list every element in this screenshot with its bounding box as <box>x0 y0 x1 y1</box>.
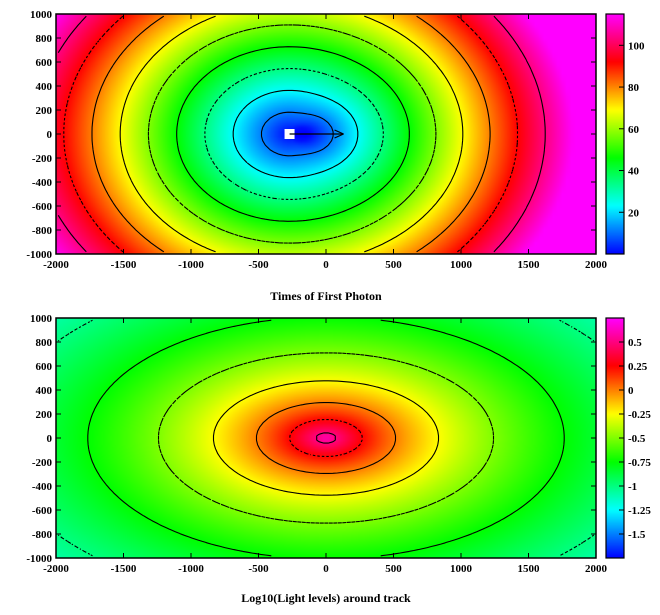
title-light: Log10(Light levels) around track <box>241 591 411 605</box>
x-tick-label: 1500 <box>518 259 541 271</box>
colorbar-tick-label: 100 <box>628 40 645 52</box>
y-tick-label: -1000 <box>26 249 52 261</box>
contour-line <box>91 15 491 253</box>
colorbar-tick-label: 80 <box>628 82 640 94</box>
y-tick-label: 200 <box>36 409 53 421</box>
track-arrow-head <box>334 129 344 139</box>
colorbar-tick-label: 40 <box>628 166 640 178</box>
y-tick-label: -600 <box>32 201 53 213</box>
y-tick-label: 1000 <box>30 9 53 21</box>
x-tick-label: -1500 <box>111 563 137 575</box>
y-tick-label: 0 <box>47 433 53 445</box>
colorbar-tick-label: 0 <box>628 385 634 397</box>
x-tick-label: -2000 <box>43 259 69 271</box>
colorbar-times-ticks: 20 40 60 80 100 <box>619 40 645 219</box>
colorbar-tick-label: -0.5 <box>628 433 646 445</box>
y-tick-label: -600 <box>32 505 53 517</box>
x-tick-label: -500 <box>248 563 269 575</box>
x-tick-label: 2000 <box>585 563 608 575</box>
heatmap-light-image <box>56 318 596 558</box>
x-tick-label: -1000 <box>178 563 204 575</box>
colorbar-tick-label: 0.25 <box>628 361 648 373</box>
x-tick-label: 1000 <box>450 563 473 575</box>
colorbar-tick-label: -1.5 <box>628 529 646 541</box>
colorbar-tick-label: 60 <box>628 124 640 136</box>
contour-line <box>212 380 440 496</box>
colorbar-tick-label: -1.25 <box>628 505 651 517</box>
contours-light <box>57 319 595 557</box>
colorbar-times-frame <box>605 13 625 255</box>
contour-line <box>57 319 595 557</box>
contour-line <box>260 111 334 157</box>
y-tick-label: 600 <box>36 361 53 373</box>
colorbar-tick-label: 0.5 <box>628 337 642 349</box>
x-tick-label: -500 <box>248 259 269 271</box>
y-tick-label: -800 <box>32 225 53 237</box>
contour-line <box>289 419 363 457</box>
y-tick-label: 800 <box>36 337 53 349</box>
y-tick-label: 200 <box>36 105 53 117</box>
y-tick-label: -200 <box>32 153 53 165</box>
colorbar-tick-label: 20 <box>628 207 640 219</box>
title-times: Times of First Photon <box>270 289 382 303</box>
x-ticks-light: -2000 -1500 -1000 -500 0 500 1000 1500 2000 <box>43 318 608 575</box>
colorbar-light-gradient <box>606 318 624 558</box>
x-tick-label: -2000 <box>43 563 69 575</box>
colorbar-times-gradient <box>606 14 624 254</box>
colorbar-tick-label: -1 <box>628 481 637 493</box>
x-tick-label: 0 <box>323 563 329 575</box>
x-tick-label: 500 <box>385 563 402 575</box>
y-tick-label: 400 <box>36 81 53 93</box>
x-ticks-times: -2000 -1500 -1000 -500 0 500 1000 1500 2000 <box>43 14 608 271</box>
colorbar-light-ticks: 0.5 0.25 0 -0.25 -0.5 -0.75 -1 -1.25 -1.5 <box>619 337 651 541</box>
contour-line <box>63 15 519 253</box>
contours-times <box>57 15 546 253</box>
x-tick-label: 500 <box>385 259 402 271</box>
x-tick-label: 1000 <box>450 259 473 271</box>
y-ticks-times: 1000 800 600 400 200 0 -200 -400 -600 -800 -1000 <box>26 9 596 261</box>
contour-line <box>255 402 397 474</box>
y-tick-label: 0 <box>47 129 53 141</box>
x-tick-label: 2000 <box>585 259 608 271</box>
y-tick-label: -200 <box>32 457 53 469</box>
colorbar-times: 20 40 60 80 100 <box>605 13 645 255</box>
contour-line <box>176 46 410 222</box>
track-marker <box>284 129 344 139</box>
contour-line <box>204 68 384 200</box>
y-tick-label: -400 <box>32 177 53 189</box>
contour-line <box>57 15 546 253</box>
contour-line <box>232 89 359 179</box>
y-tick-label: 400 <box>36 385 53 397</box>
x-tick-label: 1500 <box>518 563 541 575</box>
y-tick-label: 600 <box>36 57 53 69</box>
x-tick-label: -1000 <box>178 259 204 271</box>
y-tick-label: 1000 <box>30 313 53 325</box>
colorbar-tick-label: -0.25 <box>628 409 651 421</box>
contour-line <box>157 352 495 524</box>
contour-line <box>119 15 464 253</box>
contour-line <box>316 432 336 444</box>
y-tick-label: -1000 <box>26 553 52 565</box>
y-tick-label: 800 <box>36 33 53 45</box>
y-tick-label: -800 <box>32 529 53 541</box>
x-tick-label: -1500 <box>111 259 137 271</box>
colorbar-light: 0.5 0.25 0 -0.25 -0.5 -0.75 -1 -1.25 -1.5 <box>605 317 651 559</box>
x-tick-label: 0 <box>323 259 329 271</box>
y-ticks-light: 1000 800 600 400 200 0 -200 -400 -600 -800 -1000 <box>26 313 596 565</box>
colorbar-tick-label: -0.75 <box>628 457 651 469</box>
contour-line <box>147 24 437 244</box>
contour-line <box>87 319 565 557</box>
y-tick-label: -400 <box>32 481 53 493</box>
